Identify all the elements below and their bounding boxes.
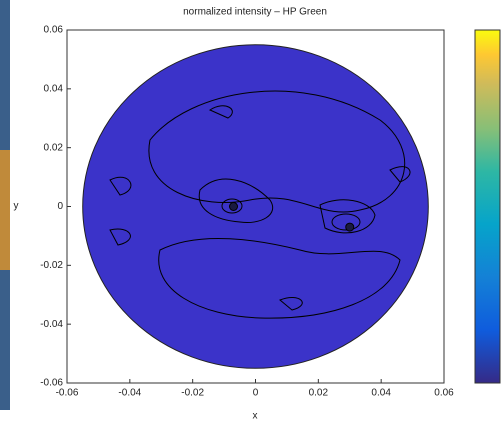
y-tick-label: 0.04	[44, 83, 64, 94]
x-tick-label: 0.02	[309, 388, 329, 399]
chart-title: normalized intensity – HP Green	[183, 7, 327, 18]
x-axis-label: x	[253, 411, 258, 422]
y-tick-label: 0	[57, 201, 63, 212]
x-tick-label: -0.02	[181, 388, 204, 399]
x-tick-label: 0.04	[371, 388, 391, 399]
y-tick-label: 0.02	[44, 142, 64, 153]
hotspot	[229, 202, 239, 211]
y-tick-label: -0.06	[40, 378, 63, 389]
y-axis-label: y	[14, 201, 19, 212]
y-tick-label: -0.04	[40, 319, 63, 330]
x-tick-label: -0.04	[118, 388, 141, 399]
y-tick-label: 0.06	[44, 25, 64, 36]
background-strip	[0, 150, 10, 270]
x-tick-label: -0.06	[56, 388, 79, 399]
colorbar	[474, 29, 501, 384]
x-tick-label: 0.06	[434, 388, 454, 399]
hotspot	[345, 222, 355, 232]
contour-lines	[109, 90, 411, 319]
disk	[82, 44, 429, 369]
x-tick-label: 0	[253, 388, 259, 399]
y-tick-label: -0.02	[40, 260, 63, 271]
